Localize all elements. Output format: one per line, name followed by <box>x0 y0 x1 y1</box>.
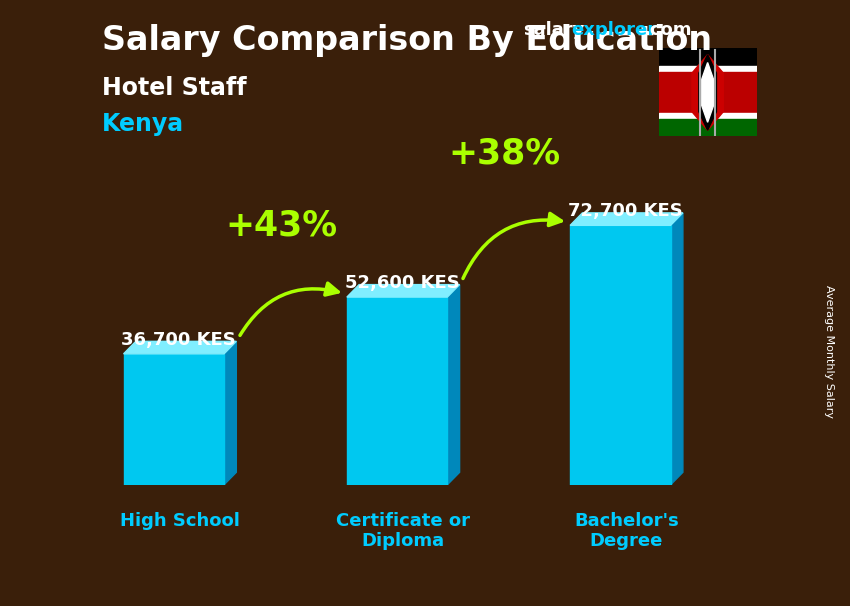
Text: +38%: +38% <box>448 137 560 171</box>
Text: 72,700 KES: 72,700 KES <box>568 202 683 221</box>
Text: Certificate or
Diploma: Certificate or Diploma <box>337 511 470 550</box>
Polygon shape <box>692 55 723 130</box>
Polygon shape <box>347 285 460 297</box>
Polygon shape <box>699 55 717 130</box>
Text: Kenya: Kenya <box>102 112 184 136</box>
Text: 52,600 KES: 52,600 KES <box>344 274 459 292</box>
Text: explorer: explorer <box>571 21 656 39</box>
Text: Salary Comparison By Education: Salary Comparison By Education <box>102 24 712 57</box>
Text: Hotel Staff: Hotel Staff <box>102 76 246 100</box>
Polygon shape <box>570 213 683 225</box>
Text: .com: .com <box>643 21 692 39</box>
Bar <box>347 297 447 485</box>
Bar <box>659 119 756 136</box>
Polygon shape <box>123 341 236 354</box>
Bar <box>659 72 756 113</box>
Bar <box>123 354 224 485</box>
Text: 36,700 KES: 36,700 KES <box>122 331 236 349</box>
Polygon shape <box>702 62 713 122</box>
Bar <box>659 66 756 72</box>
Text: +43%: +43% <box>225 208 337 243</box>
Text: Bachelor's
Degree: Bachelor's Degree <box>574 511 679 550</box>
Bar <box>570 225 671 485</box>
Bar <box>659 48 756 66</box>
Text: salary: salary <box>523 21 584 39</box>
Polygon shape <box>671 213 683 485</box>
Text: Average Monthly Salary: Average Monthly Salary <box>824 285 834 418</box>
Polygon shape <box>224 341 236 485</box>
Polygon shape <box>447 285 460 485</box>
Text: High School: High School <box>120 511 240 530</box>
Bar <box>659 113 756 119</box>
